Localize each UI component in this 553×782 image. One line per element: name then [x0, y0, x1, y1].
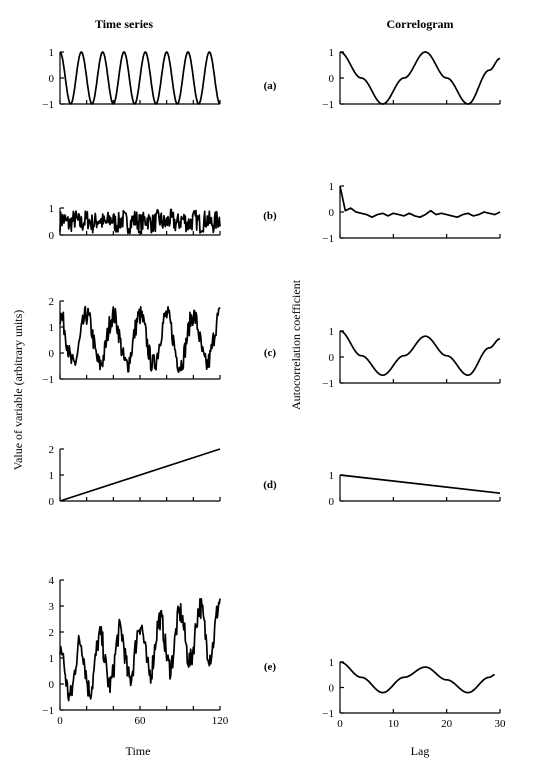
y-tick-label: −1: [322, 233, 334, 245]
x-tick-label: 0: [57, 715, 63, 727]
x-axis-label-time: Time: [126, 744, 151, 758]
x-tick-label: 10: [388, 718, 400, 730]
chart-time-series-2: 1 0 (b): [49, 203, 278, 242]
y-tick-label: 0: [49, 230, 55, 242]
y-tick-label: 0: [329, 73, 335, 85]
series-line-time-series: [59, 597, 221, 702]
x-tick-label: 120: [212, 715, 229, 727]
y-tick-label: 4: [49, 575, 55, 587]
y-tick-label: −1: [42, 99, 54, 111]
x-axis-label-lag: Lag: [411, 744, 430, 758]
y-tick-label: 0: [329, 683, 335, 695]
series-line-time-series: [59, 51, 221, 105]
panels-group: 10−1(a)10−110(b)10−1210−1(c)10−1210(d)10…: [42, 47, 506, 730]
series-line-time-series: [59, 448, 221, 502]
y-tick-label: 3: [49, 601, 55, 613]
panel-label: (d): [263, 479, 277, 491]
y-tick-label: −1: [42, 705, 54, 717]
series-line-correlogram: [339, 661, 496, 694]
series-line-time-series: [59, 305, 221, 374]
y-tick-label: 1: [49, 203, 55, 215]
panel-label: (e): [264, 661, 277, 673]
chart-time-series-4: 2 1 0 −1 (c): [42, 296, 276, 386]
chart-correlogram-3: 1 0 −1: [322, 181, 501, 245]
y-tick-label: 0: [49, 496, 55, 508]
series-line-correlogram: [339, 51, 501, 105]
series-line-correlogram: [339, 185, 501, 219]
y-tick-label: −1: [42, 374, 54, 386]
chart-correlogram-9: 10−10 10 20 30: [322, 657, 506, 730]
x-tick-label: 60: [135, 715, 147, 727]
chart-correlogram-5: 1 0 −1: [322, 326, 501, 390]
y-tick-label: 2: [49, 296, 55, 308]
y-tick-label: 1: [49, 653, 55, 665]
y-tick-label: 0: [329, 496, 335, 508]
y-axis-label-autocorrelation: Autocorrelation coefficient: [289, 279, 303, 410]
y-axis-label-value: Value of variable (arbitrary units): [11, 310, 25, 471]
y-tick-label: 1: [49, 322, 55, 334]
y-tick-label: 1: [49, 470, 55, 482]
chart-correlogram-1: 1 0 −1: [322, 47, 501, 111]
header-correlogram: Correlogram: [386, 17, 453, 31]
series-line-correlogram: [339, 474, 501, 495]
chart-time-series-0: 1 0 −1 (a): [42, 47, 276, 111]
y-tick-label: 0: [49, 679, 55, 691]
series-line-time-series: [59, 208, 221, 235]
panel-label: (a): [264, 80, 277, 92]
series-line-correlogram: [339, 330, 501, 377]
y-tick-label: 1: [329, 470, 335, 482]
panel-label: (b): [263, 210, 277, 222]
x-tick-label: 0: [337, 718, 343, 730]
y-tick-label: 1: [329, 326, 335, 338]
x-tick-label: 30: [495, 718, 507, 730]
y-tick-label: 0: [49, 73, 55, 85]
y-tick-label: −1: [322, 708, 334, 720]
y-tick-label: −1: [322, 99, 334, 111]
chart-correlogram-7: 10: [329, 470, 501, 508]
y-tick-label: 2: [49, 627, 55, 639]
y-tick-label: 0: [329, 207, 335, 219]
chart-time-series-6: 2 1 0 (d): [49, 444, 278, 508]
y-tick-label: 1: [329, 47, 335, 59]
y-tick-label: 1: [49, 47, 55, 59]
x-tick-label: 20: [441, 718, 453, 730]
panel-label: (c): [264, 347, 277, 359]
y-tick-label: 0: [49, 348, 55, 360]
y-tick-label: 2: [49, 444, 55, 456]
header-time-series: Time series: [95, 17, 153, 31]
y-tick-label: 1: [329, 657, 335, 669]
y-tick-label: 1: [329, 181, 335, 193]
y-tick-label: 0: [329, 352, 335, 364]
y-tick-label: −1: [322, 378, 334, 390]
